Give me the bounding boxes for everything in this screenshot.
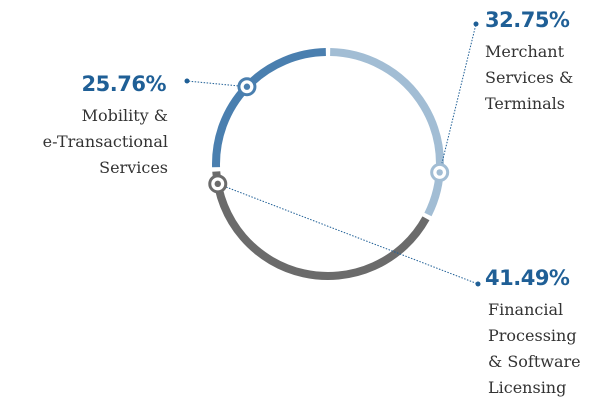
- slice-labels: 32.75% Merchant Services & Terminals 41.…: [43, 8, 581, 397]
- slice-markers: [208, 77, 450, 194]
- slice-marker-core-financial: [214, 180, 221, 188]
- donut-slice-merchant: [330, 48, 444, 217]
- merchant-name-line-2: Services &: [485, 68, 573, 87]
- donut-slice-mobility: [212, 48, 326, 168]
- merchant-name-line-1: Merchant: [485, 42, 565, 61]
- financial-name-line-3: & Software: [488, 352, 581, 371]
- leader-lines: [184, 21, 481, 287]
- mobility-percent-label: 25.76%: [82, 72, 167, 96]
- mobility-name-line-2: e-Transactional: [43, 132, 168, 151]
- financial-name-line-4: Licensing: [488, 378, 566, 397]
- financial-percent-label: 41.49%: [485, 266, 570, 290]
- merchant-percent-label: 32.75%: [485, 8, 570, 32]
- leader-dot-merchant: [473, 21, 479, 27]
- mobility-name-line-3: Services: [99, 158, 168, 177]
- financial-name-line-1: Financial: [488, 300, 563, 319]
- leader-dot-financial: [475, 281, 481, 287]
- leader-line-merchant: [439, 23, 477, 173]
- label-mobility-services: 25.76% Mobility & e-Transactional Servic…: [43, 72, 168, 177]
- merchant-name-line-3: Terminals: [485, 94, 565, 113]
- mobility-name-line-1: Mobility &: [82, 106, 168, 125]
- leader-line-mobility: [186, 80, 247, 88]
- label-merchant-services: 32.75% Merchant Services & Terminals: [485, 8, 573, 113]
- slice-marker-core-mobility: [243, 83, 251, 90]
- leader-dot-mobility: [184, 78, 190, 84]
- label-financial-processing: 41.49% Financial Processing & Software L…: [485, 266, 581, 397]
- slice-marker-core-merchant: [436, 169, 443, 176]
- donut-slice-financial: [212, 171, 430, 280]
- leader-line-financial: [217, 183, 479, 285]
- financial-name-line-2: Processing: [488, 326, 577, 345]
